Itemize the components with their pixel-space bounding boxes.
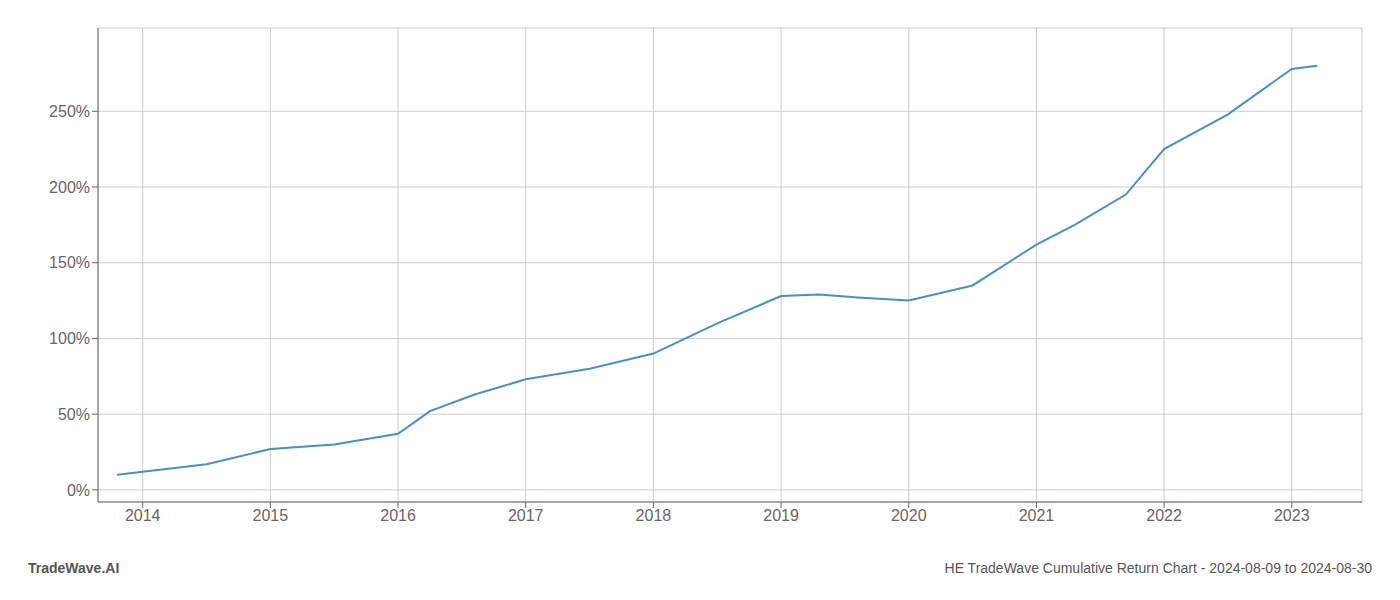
svg-text:2021: 2021 xyxy=(1019,507,1055,524)
svg-text:2014: 2014 xyxy=(125,507,161,524)
html-text:HE TradeWave Cumulative Return: HE TradeWave Cumulative Return Chart - 2… xyxy=(944,560,1372,576)
svg-text:2023: 2023 xyxy=(1274,507,1310,524)
svg-text:250%: 250% xyxy=(49,103,90,120)
svg-text:150%: 150% xyxy=(49,254,90,271)
svg-text:2018: 2018 xyxy=(636,507,672,524)
svg-text:2020: 2020 xyxy=(891,507,927,524)
svg-text:2016: 2016 xyxy=(380,507,416,524)
svg-text:2015: 2015 xyxy=(253,507,289,524)
svg-text:2017: 2017 xyxy=(508,507,544,524)
svg-text:2022: 2022 xyxy=(1146,507,1182,524)
svg-text:200%: 200% xyxy=(49,179,90,196)
svg-text:2019: 2019 xyxy=(763,507,799,524)
svg-text:0%: 0% xyxy=(67,482,90,499)
svg-text:50%: 50% xyxy=(58,406,90,423)
svg-text:100%: 100% xyxy=(49,330,90,347)
html-text:TradeWave.AI: TradeWave.AI xyxy=(28,560,120,576)
